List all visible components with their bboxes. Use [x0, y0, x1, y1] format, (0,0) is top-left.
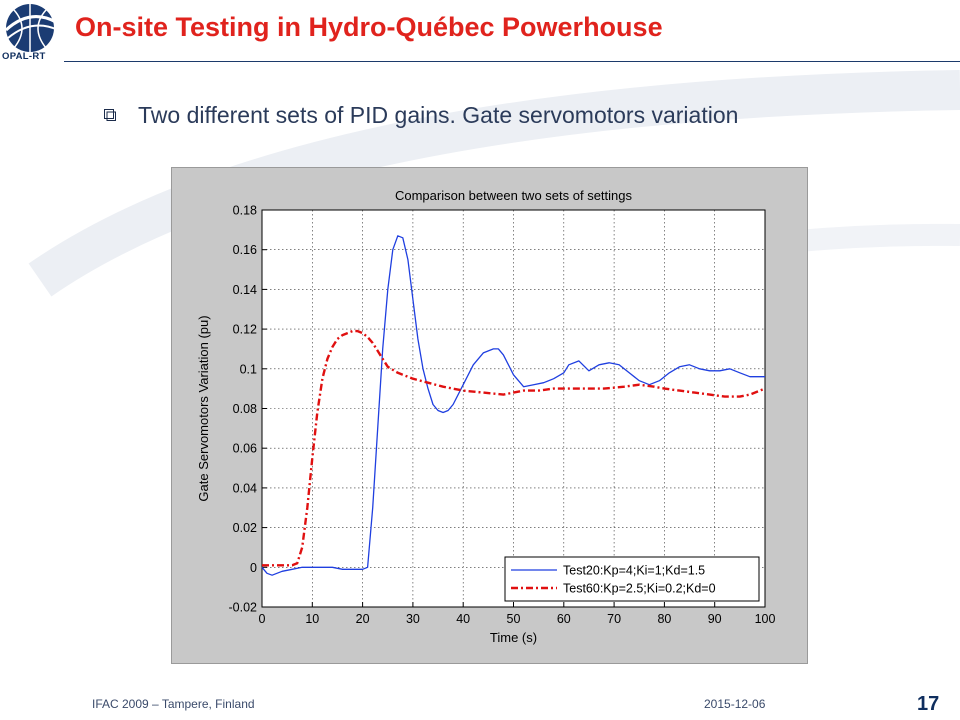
line-chart: 0 10 20 30 40 50 60 70 80 90 100-0.0200.020.040.06… [196, 188, 776, 645]
globe-icon [0, 0, 62, 52]
x-tick-label: 90 [708, 612, 722, 626]
y-tick-label: 0.12 [233, 323, 257, 337]
logo-text: OPAL-RT [2, 51, 46, 62]
title-divider [64, 61, 960, 62]
x-axis-label: Time (s) [490, 630, 537, 645]
y-tick-label: 0.06 [233, 442, 257, 456]
x-tick-label: 100 [755, 612, 776, 626]
y-tick-label: 0.02 [233, 521, 257, 535]
y-tick-label: 0 [250, 561, 257, 575]
bullet-text: Two different sets of PID gains. Gate se… [138, 102, 739, 128]
y-tick-label: -0.02 [229, 601, 258, 615]
chart-title: Comparison between two sets of settings [395, 188, 633, 203]
footer-date: 2015-12-06 [704, 697, 766, 711]
x-tick-label: 40 [456, 612, 470, 626]
x-tick-label: 70 [607, 612, 621, 626]
y-tick-label: 0.08 [233, 402, 257, 416]
page-number: 17 [917, 693, 940, 715]
legend-label-1: Test20:Kp=4;Ki=1;Kd=1.5 [563, 564, 705, 578]
x-tick-label: 0 [259, 612, 266, 626]
legend-box [504, 556, 760, 602]
y-axis-label: Gate Servomotors Variation (pu) [196, 315, 211, 501]
plot-area [262, 210, 765, 607]
y-tick-label: 0.1 [240, 362, 257, 376]
x-tick-label: 50 [507, 612, 521, 626]
x-tick-label: 30 [406, 612, 420, 626]
x-tick-label: 10 [305, 612, 319, 626]
x-tick-label: 20 [356, 612, 370, 626]
legend-label-2: Test60:Kp=2.5;Ki=0.2;Kd=0 [563, 582, 716, 596]
opal-rt-logo: OPAL-RT [0, 0, 62, 64]
y-tick-label: 0.04 [233, 481, 257, 495]
footer-conference: IFAC 2009 – Tampere, Finland [92, 697, 255, 711]
y-tick-label: 0.16 [233, 243, 257, 257]
series-line-1 [261, 235, 765, 576]
checkbox-bullet-icon [104, 109, 116, 121]
x-tick-label: 80 [657, 612, 671, 626]
x-tick-label: 60 [557, 612, 571, 626]
chart-figure: 0 10 20 30 40 50 60 70 80 90 100 -0.02 0 0.02 0.04 0.06… [171, 167, 808, 664]
y-tick-label: 0.14 [233, 283, 257, 297]
legend: Test20:Kp=4;Ki=1;Kd=1.5 Test60:Kp=2.5;Ki=… [504, 556, 760, 602]
page-title: On-site Testing in Hydro-Québec Powerhou… [75, 12, 663, 42]
y-tick-label: 0.18 [233, 204, 257, 218]
plot-border [261, 209, 766, 608]
series-line-2 [262, 329, 766, 567]
